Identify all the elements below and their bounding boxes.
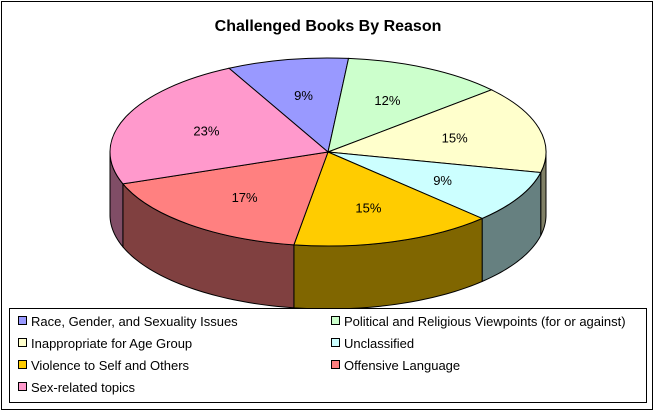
data-label-violence-to-self-and-others: 15% bbox=[355, 200, 381, 215]
pie-slice-sex-related-topics bbox=[109, 67, 330, 185]
pie-slice-inappropriate-for-age-group bbox=[327, 89, 547, 174]
legend-swatch bbox=[18, 360, 27, 369]
data-label-offensive-language: 17% bbox=[232, 190, 258, 205]
pie-data-labels: 9% 12% 15% 9% 15% 17% 23% bbox=[193, 88, 468, 216]
legend-item-sex-related-topics: Sex-related topics bbox=[18, 380, 135, 396]
pie-top-faces bbox=[109, 57, 547, 247]
data-label-inappropriate-for-age-group: 15% bbox=[442, 131, 468, 146]
legend-item-unclassified: Unclassified bbox=[331, 336, 414, 352]
data-label-race-gender-and-sexuality-issues: 9% bbox=[294, 88, 313, 103]
legend-swatch bbox=[331, 316, 340, 325]
legend-label: Race, Gender, and Sexuality Issues bbox=[31, 314, 238, 329]
legend-swatch bbox=[18, 338, 27, 347]
legend-label: Sex-related topics bbox=[31, 380, 136, 395]
legend-label: Offensive Language bbox=[344, 358, 461, 373]
chart-title: Challenged Books By Reason bbox=[214, 18, 442, 35]
legend-swatch bbox=[18, 382, 27, 391]
legend-label: Inappropriate for Age Group bbox=[31, 336, 193, 351]
legend-swatch bbox=[18, 316, 27, 325]
legend-label: Political and Religious Viewpoints (for … bbox=[344, 314, 626, 329]
pie-slice-violence-to-self-and-others bbox=[293, 151, 484, 247]
legend-label: Unclassified bbox=[344, 336, 415, 351]
data-label-sex-related-topics: 23% bbox=[193, 124, 219, 139]
pie-slice-race-gender-and-sexuality-issues bbox=[227, 57, 350, 153]
data-label-unclassified: 9% bbox=[433, 173, 452, 188]
pie-slice-offensive-language bbox=[121, 151, 329, 246]
legend-item-violence-to-self-and-others: Violence to Self and Others bbox=[18, 358, 189, 374]
pie-slice-unclassified bbox=[327, 151, 542, 220]
legend-item-race-gender-and-sexuality-issues: Race, Gender, and Sexuality Issues bbox=[18, 314, 238, 330]
legend-item-political-and-religious-viewpoints-for-or-against: Political and Religious Viewpoints (for … bbox=[331, 314, 626, 330]
legend-item-inappropriate-for-age-group: Inappropriate for Age Group bbox=[18, 336, 192, 352]
legend-swatch bbox=[331, 360, 340, 369]
legend-label: Violence to Self and Others bbox=[31, 358, 190, 373]
pie-slice-political-and-religious-viewpoints-for-or-against bbox=[327, 57, 493, 153]
legend-item-offensive-language: Offensive Language bbox=[331, 358, 460, 374]
legend-swatch bbox=[331, 338, 340, 347]
legend: Race, Gender, and Sexuality Issues Politi… bbox=[9, 308, 647, 403]
data-label-political-and-religious-viewpoints-for-or-against: 12% bbox=[374, 93, 400, 108]
